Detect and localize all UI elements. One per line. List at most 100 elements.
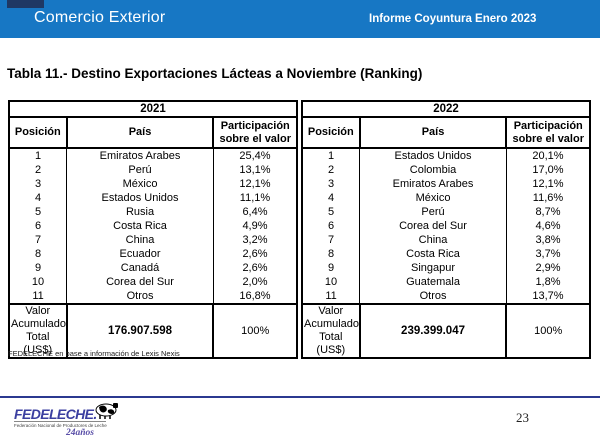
country-cell: Perú	[359, 205, 507, 219]
rank-cell: 8	[301, 247, 361, 261]
share-cell: 2,6%	[212, 261, 298, 275]
table-row: 9 Singapur 2,9%	[301, 261, 591, 275]
table-row: 8 Ecuador 2,6%	[8, 247, 298, 261]
rank-cell: 3	[301, 177, 361, 191]
share-cell: 2,9%	[505, 261, 591, 275]
table-row: 10 Guatemala 1,8%	[301, 275, 591, 289]
col-header-participacion: Participación sobre el valor	[505, 116, 591, 149]
share-cell: 20,1%	[505, 148, 591, 163]
country-cell: Corea del Sur	[66, 275, 214, 289]
rank-cell: 8	[8, 247, 68, 261]
year-header-2021: 2021	[8, 100, 298, 118]
country-cell: Rusia	[66, 205, 214, 219]
share-cell: 25,4%	[212, 148, 298, 163]
fedeleche-logo-row: FEDELECHE.	[14, 401, 144, 421]
year-header-2022: 2022	[301, 100, 591, 118]
table-row: 2 Perú 13,1%	[8, 163, 298, 177]
share-cell: 1,8%	[505, 275, 591, 289]
table-row: 2 Colombia 17,0%	[301, 163, 591, 177]
tables-container: 2021 Posición País Participación sobre e…	[8, 100, 591, 359]
rank-cell: 10	[301, 275, 361, 289]
col-header-participacion: Participación sobre el valor	[212, 116, 298, 149]
column-header-row: Posición País Participación sobre el val…	[301, 116, 591, 149]
country-cell: Otros	[359, 289, 507, 304]
rank-cell: 2	[8, 163, 68, 177]
fedeleche-anniversary: 24años	[66, 428, 94, 438]
country-cell: Emiratos Arabes	[66, 148, 214, 163]
share-cell: 3,2%	[212, 233, 298, 247]
rank-cell: 7	[301, 233, 361, 247]
table-row: 8 Costa Rica 3,7%	[301, 247, 591, 261]
share-cell: 13,7%	[505, 289, 591, 304]
header-section-title: Comercio Exterior	[34, 9, 166, 26]
table-row: 6 Costa Rica 4,9%	[8, 219, 298, 233]
country-cell: Guatemala	[359, 275, 507, 289]
column-header-row: Posición País Participación sobre el val…	[8, 116, 298, 149]
country-cell: China	[359, 233, 507, 247]
table-row: 6 Corea del Sur 4,6%	[301, 219, 591, 233]
rank-cell: 1	[301, 148, 361, 163]
total-value: 239.399.047	[358, 303, 508, 359]
rank-cell: 1	[8, 148, 68, 163]
country-cell: Otros	[66, 289, 214, 304]
rank-cell: 4	[8, 191, 68, 205]
country-cell: México	[359, 191, 507, 205]
total-row: Valor Acumulado Total (US$) 239.399.047 …	[301, 303, 591, 359]
share-cell: 2,0%	[212, 275, 298, 289]
source-note: FEDELECHE en base a información de Lexis…	[8, 349, 180, 358]
footer-divider	[0, 396, 600, 398]
share-cell: 3,8%	[505, 233, 591, 247]
table-title: Tabla 11.- Destino Exportaciones Lácteas…	[7, 66, 423, 81]
table-row: 1 Estados Unidos 20,1%	[301, 148, 591, 163]
rank-cell: 3	[8, 177, 68, 191]
total-share: 100%	[212, 303, 298, 359]
fedeleche-logo-text: FEDELECHE.	[14, 406, 97, 422]
rank-cell: 9	[8, 261, 68, 275]
share-cell: 3,7%	[505, 247, 591, 261]
share-cell: 4,6%	[505, 219, 591, 233]
share-cell: 16,8%	[212, 289, 298, 304]
col-header-posicion: Posición	[301, 116, 361, 149]
table-2021-body: 1 Emiratos Arabes 25,4% 2 Perú 13,1% 3 México 12…	[8, 148, 298, 304]
rank-cell: 9	[301, 261, 361, 275]
year-header-row: 2021	[8, 100, 298, 118]
table-row: 10 Corea del Sur 2,0%	[8, 275, 298, 289]
col-header-posicion: Posición	[8, 116, 68, 149]
share-cell: 6,4%	[212, 205, 298, 219]
rank-cell: 5	[301, 205, 361, 219]
table-row: 11 Otros 13,7%	[301, 289, 591, 304]
share-cell: 11,6%	[505, 191, 591, 205]
page-number: 23	[516, 410, 529, 425]
country-cell: Estados Unidos	[66, 191, 214, 205]
rank-cell: 11	[301, 289, 361, 304]
table-row: 4 México 11,6%	[301, 191, 591, 205]
country-cell: México	[66, 177, 214, 191]
share-cell: 8,7%	[505, 205, 591, 219]
total-value: 176.907.598	[65, 303, 215, 359]
table-row: 11 Otros 16,8%	[8, 289, 298, 304]
share-cell: 2,6%	[212, 247, 298, 261]
header-bar: Comercio Exterior Informe Coyuntura Ener…	[0, 0, 600, 38]
table-row: 3 México 12,1%	[8, 177, 298, 191]
country-cell: Costa Rica	[66, 219, 214, 233]
rank-cell: 11	[8, 289, 68, 304]
table-row: 7 China 3,8%	[301, 233, 591, 247]
fedeleche-tagline: Federación Nacional de Productores de Le…	[14, 421, 107, 428]
country-cell: China	[66, 233, 214, 247]
country-cell: Ecuador	[66, 247, 214, 261]
total-share: 100%	[505, 303, 591, 359]
col-header-pais: País	[358, 116, 508, 149]
year-header-row: 2022	[301, 100, 591, 118]
table-row: 7 China 3,2%	[8, 233, 298, 247]
share-cell: 11,1%	[212, 191, 298, 205]
table-row: 5 Rusia 6,4%	[8, 205, 298, 219]
rank-cell: 4	[301, 191, 361, 205]
rank-cell: 7	[8, 233, 68, 247]
total-label: Valor Acumulado Total (US$)	[301, 303, 361, 359]
share-cell: 4,9%	[212, 219, 298, 233]
country-cell: Perú	[66, 163, 214, 177]
share-cell: 13,1%	[212, 163, 298, 177]
country-cell: Costa Rica	[359, 247, 507, 261]
country-cell: Estados Unidos	[359, 148, 507, 163]
